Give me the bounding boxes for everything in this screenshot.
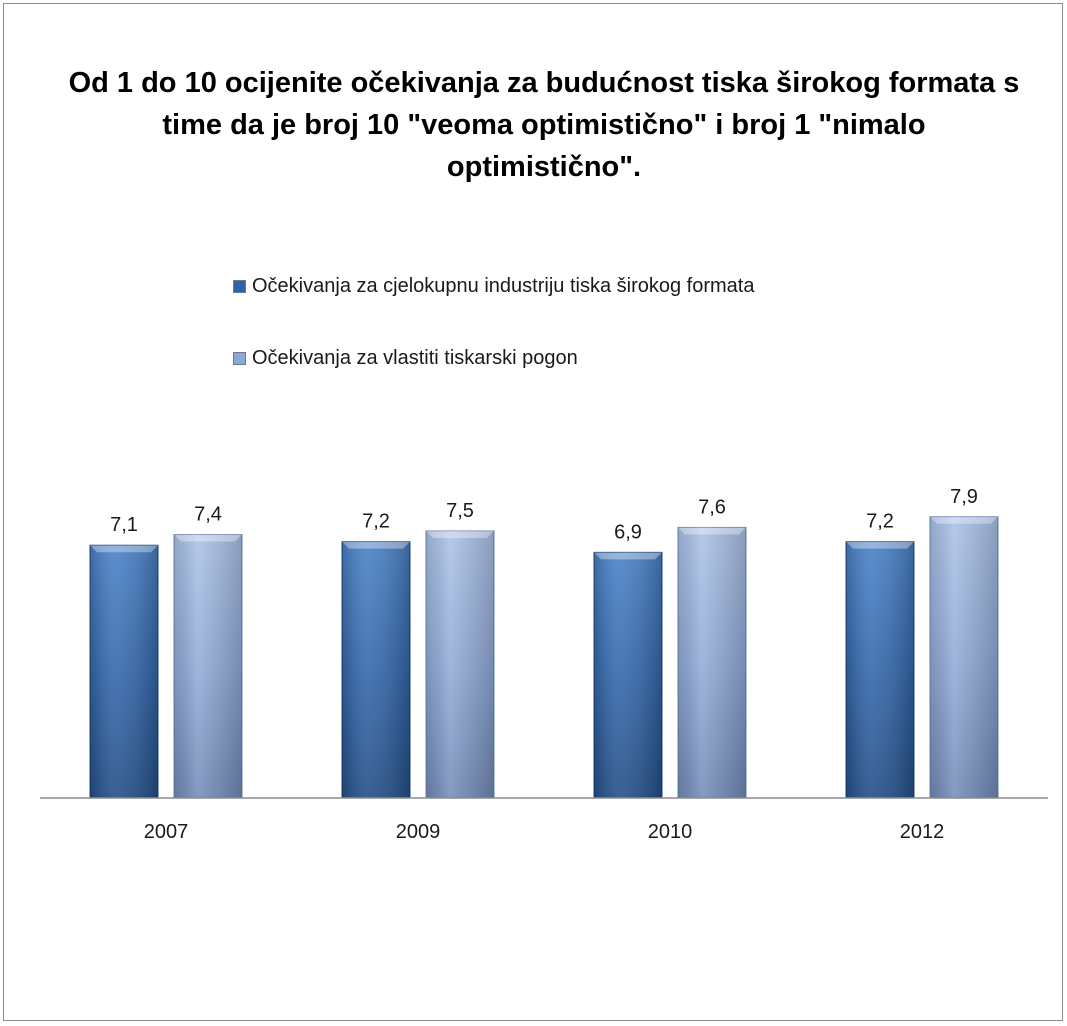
bar-bevel [930, 517, 998, 524]
x-tick-label-2009: 2009 [396, 821, 441, 843]
x-tick-label-2007: 2007 [144, 821, 189, 843]
bar-industry-2012 [846, 542, 914, 798]
data-label-own-plant-2007: 7,4 [194, 504, 222, 526]
x-tick-label-2010: 2010 [648, 821, 693, 843]
data-label-own-plant-2010: 7,6 [698, 496, 726, 518]
bar-shading [90, 545, 158, 798]
bar-bevel [90, 545, 158, 552]
bar-bevel [594, 552, 662, 559]
bar-shading [678, 527, 746, 798]
data-label-industry-2010: 6,9 [614, 521, 642, 543]
data-label-industry-2007: 7,1 [110, 514, 138, 536]
bar-industry-2009 [342, 542, 410, 798]
bar-own-plant-2012 [930, 517, 998, 798]
bar-bevel [342, 542, 410, 549]
bar-own-plant-2007 [174, 535, 242, 798]
data-label-industry-2009: 7,2 [362, 511, 390, 533]
bar-shading [930, 517, 998, 798]
bar-shading [342, 542, 410, 798]
bar-bevel [846, 542, 914, 549]
data-label-own-plant-2009: 7,5 [446, 500, 474, 522]
bar-own-plant-2010 [678, 527, 746, 798]
bar-industry-2007 [90, 545, 158, 798]
x-tick-label-2012: 2012 [900, 821, 945, 843]
bar-bevel [174, 535, 242, 542]
bar-own-plant-2009 [426, 531, 494, 798]
data-label-own-plant-2012: 7,9 [950, 486, 978, 508]
data-label-industry-2012: 7,2 [866, 511, 894, 533]
bar-industry-2010 [594, 552, 662, 798]
bar-shading [174, 535, 242, 798]
bar-shading [426, 531, 494, 798]
bar-bevel [426, 531, 494, 538]
bar-shading [594, 552, 662, 798]
bar-bevel [678, 527, 746, 534]
bar-shading [846, 542, 914, 798]
